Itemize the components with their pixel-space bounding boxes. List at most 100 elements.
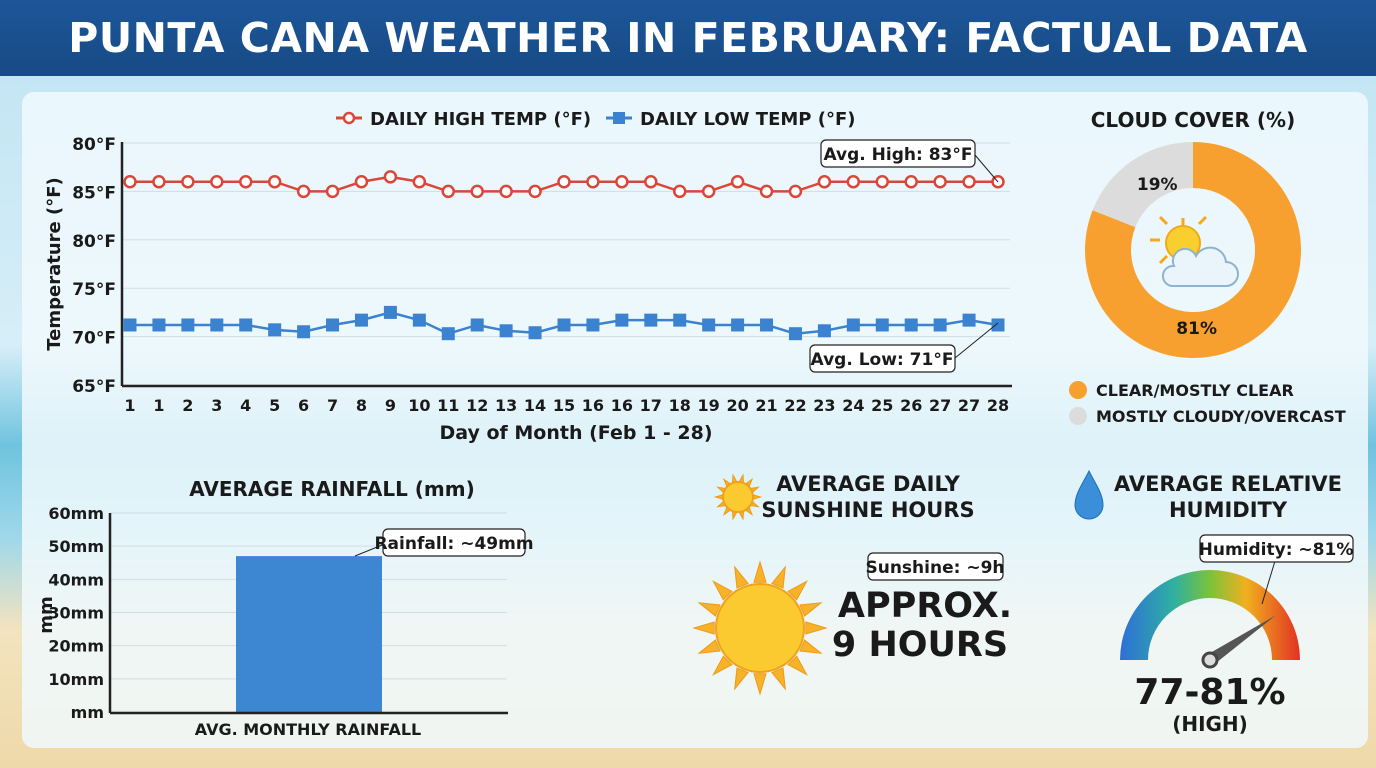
high-temp-point xyxy=(788,184,803,199)
sun-ray xyxy=(787,580,808,601)
high-temp-point xyxy=(759,184,774,199)
high-temp-point xyxy=(528,184,542,199)
temp-x-tick-label: 13 xyxy=(495,396,517,415)
rain-y-tick-label: 20mm xyxy=(48,637,104,656)
humidity-gauge-needle xyxy=(1201,615,1277,669)
rain-y-tick-label: 50mm xyxy=(48,537,104,556)
rain-y-tick-label: 30mm xyxy=(48,604,104,623)
legend-clear-swatch xyxy=(1069,381,1087,399)
high-temp-point xyxy=(354,174,369,189)
page-title: PUNTA CANA WEATHER IN FEBRUARY: FACTUAL … xyxy=(68,14,1308,62)
sunshine-title-line2: SUNSHINE HOURS xyxy=(761,498,974,522)
high-temp-point xyxy=(904,174,918,189)
humidity-callout: Humidity: ~81% xyxy=(1199,534,1354,605)
high-temp-point xyxy=(962,174,976,189)
temp-x-tick-label: 7 xyxy=(327,396,338,415)
legend-low-marker xyxy=(613,112,625,124)
low-temp-point xyxy=(181,318,195,332)
temp-y-tick-label: 85°F xyxy=(72,183,116,203)
high-temp-point xyxy=(586,174,600,189)
sun-ray xyxy=(697,602,721,617)
high-temp-point xyxy=(181,174,195,189)
temp-y-tick-label: 75°F xyxy=(72,280,116,300)
rain-y-tick-label: 40mm xyxy=(48,570,104,589)
low-temp-point xyxy=(615,313,629,327)
low-temp-point xyxy=(499,324,513,338)
high-temp-point xyxy=(817,174,832,189)
sun-ray xyxy=(697,639,721,654)
svg-text:Avg. Low: 71°F: Avg. Low: 71°F xyxy=(811,350,954,370)
low-temp-point xyxy=(731,318,745,332)
temp-x-tick-label: 17 xyxy=(640,396,662,415)
temp-x-tick-label: 28 xyxy=(987,396,1009,415)
temp-y-tick-label: 65°F xyxy=(72,377,116,397)
high-temp-point xyxy=(875,174,890,189)
high-temp-point xyxy=(933,174,947,189)
cloud-cover-title: CLOUD COVER (%) xyxy=(1091,108,1295,132)
temp-y-tick-label: 80°F xyxy=(72,232,116,252)
high-temp-point xyxy=(441,184,456,199)
temp-x-tick-label: 3 xyxy=(211,396,222,415)
small-sun-icon xyxy=(713,473,763,521)
high-temp-point xyxy=(296,184,311,199)
low-temp-point xyxy=(123,318,137,332)
temp-x-tick-label: 27 xyxy=(958,396,980,415)
legend-high-marker xyxy=(342,111,356,125)
sunshine-title-line1: AVERAGE DAILY xyxy=(776,472,960,496)
low-temp-point xyxy=(470,318,484,332)
donut-slice-label: 19% xyxy=(1137,175,1178,195)
needle-body xyxy=(1206,615,1277,665)
svg-text:Avg. High: 83°F: Avg. High: 83°F xyxy=(824,145,973,165)
sun-ray xyxy=(753,494,763,500)
sun-ray xyxy=(753,560,767,583)
temp-x-tick-label: 26 xyxy=(900,396,922,415)
low-temp-point xyxy=(875,318,889,332)
high-temp-point xyxy=(210,174,224,189)
temp-x-tick-label: 16 xyxy=(582,396,604,415)
low-temp-point xyxy=(991,318,1005,332)
temp-x-tick-label: 21 xyxy=(755,396,777,415)
high-temp-point xyxy=(557,174,571,189)
rain-y-tick-label: 60mm xyxy=(48,504,104,523)
rainfall-bar xyxy=(236,556,382,712)
legend-clear-label: CLEAR/MOSTLY CLEAR xyxy=(1096,381,1294,400)
legend-high-label: DAILY HIGH TEMP (°F) xyxy=(370,109,591,130)
legend-cloudy-label: MOSTLY CLOUDY/OVERCAST xyxy=(1096,407,1346,426)
rainfall-y-label: mm xyxy=(36,596,57,634)
low-temp-point xyxy=(673,313,687,327)
avg-high-callout: Avg. High: 83°F xyxy=(820,139,999,183)
low-temp-point xyxy=(788,327,802,341)
low-temp-point xyxy=(528,326,542,340)
low-temp-point xyxy=(557,318,571,332)
high-temp-point xyxy=(238,174,253,189)
high-temp-point xyxy=(325,184,340,199)
low-temp-point xyxy=(586,318,600,332)
sun-ray xyxy=(799,639,823,654)
svg-text:Rainfall: ~49mm: Rainfall: ~49mm xyxy=(374,534,533,554)
large-sun-icon xyxy=(692,560,828,696)
low-temp-point xyxy=(152,318,166,332)
low-temp-point xyxy=(268,323,282,337)
rainfall-category-label: AVG. MONTHLY RAINFALL xyxy=(195,720,421,739)
sun-ray xyxy=(787,655,808,676)
high-temp-point xyxy=(499,184,513,199)
high-temp-point xyxy=(644,174,658,189)
humidity-level: (HIGH) xyxy=(1172,712,1248,736)
sun-ray xyxy=(805,621,828,635)
high-temp-point xyxy=(267,174,282,189)
donut-slice-label: 81% xyxy=(1176,319,1217,339)
sun-disc xyxy=(722,481,754,513)
low-temp-point xyxy=(817,324,831,338)
rain-y-tick-label: mm xyxy=(71,703,104,722)
humidity-title-line1: AVERAGE RELATIVE xyxy=(1114,472,1342,496)
sun-ray xyxy=(734,565,749,589)
low-temp-point xyxy=(326,318,340,332)
svg-text:Sunshine: ~9h: Sunshine: ~9h xyxy=(865,558,1004,578)
temp-x-tick-label: 5 xyxy=(269,396,280,415)
low-temp-point xyxy=(962,313,976,327)
rainfall-callout: Rainfall: ~49mm xyxy=(354,528,534,557)
temp-x-tick-label: 24 xyxy=(842,396,864,415)
temp-x-tick-label: 9 xyxy=(385,396,396,415)
sun-ray xyxy=(712,580,733,601)
